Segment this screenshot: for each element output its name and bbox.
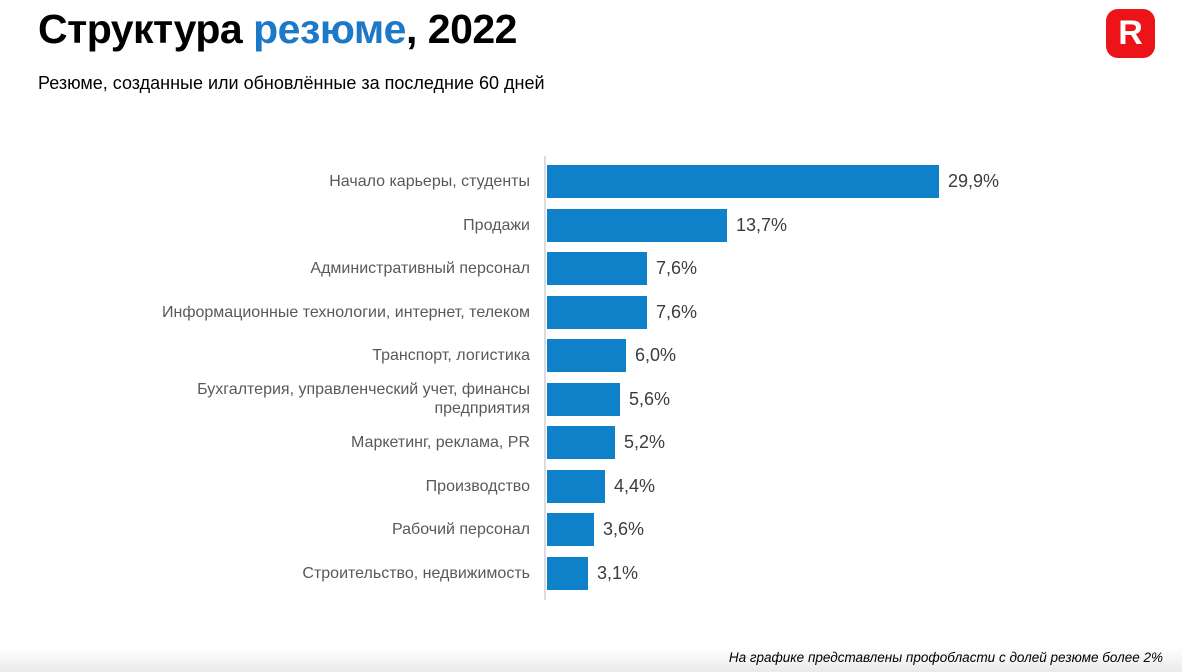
category-label: Маркетинг, реклама, PR	[351, 434, 530, 452]
bar	[547, 208, 727, 242]
bar-area: 3,1%	[544, 556, 1060, 590]
bar-area: 6,0%	[544, 339, 1060, 373]
page-title: Структура резюме, 2022	[38, 6, 517, 53]
title-part-1: Структура	[38, 6, 243, 52]
value-label: 6,0%	[635, 345, 677, 366]
chart-rows: Начало карьеры, студенты 29,9% Продажи 1…	[100, 160, 1060, 595]
value-label: 5,6%	[629, 388, 671, 409]
category-label: Бухгалтерия, управленческий учет, финанс…	[197, 381, 530, 418]
value-label: 7,6%	[656, 301, 698, 322]
category-label: Производство	[425, 477, 530, 495]
category-label: Продажи	[463, 216, 530, 234]
bar	[547, 556, 588, 590]
category-label: Строительство, недвижимость	[302, 564, 530, 582]
category-label: Информационные технологии, интернет, тел…	[162, 303, 530, 321]
chart-row: Строительство, недвижимость 3,1%	[100, 552, 1060, 596]
chart-row: Начало карьеры, студенты 29,9%	[100, 160, 1060, 204]
bar-area: 5,2%	[544, 426, 1060, 460]
chart-subtitle: Резюме, созданные или обновлённые за пос…	[38, 73, 545, 93]
chart-row: Продажи 13,7%	[100, 204, 1060, 248]
bar	[547, 165, 939, 199]
category-label: Административный персонал	[310, 260, 530, 278]
bar	[547, 252, 647, 286]
chart-row: Бухгалтерия, управленческий учет, финанс…	[100, 378, 1060, 422]
title-part-2: , 2022	[405, 6, 518, 52]
logo-letter-r: R	[1118, 13, 1143, 52]
chart-row: Транспорт, логистика 6,0%	[100, 334, 1060, 378]
category-label: Начало карьеры, студенты	[329, 173, 530, 191]
bar-area: 7,6%	[544, 252, 1060, 286]
chart-row: Рабочий персонал 3,6%	[100, 508, 1060, 552]
axis-line	[544, 156, 546, 600]
value-label: 5,2%	[624, 432, 666, 453]
rabota-logo: R	[1106, 9, 1155, 58]
chart-footnote: На графике представлены профобласти с до…	[728, 650, 1163, 665]
value-label: 4,4%	[614, 475, 656, 496]
bar	[547, 339, 626, 373]
bar	[547, 469, 605, 503]
chart-row: Производство 4,4%	[100, 465, 1060, 509]
value-label: 3,1%	[597, 562, 639, 583]
value-label: 3,6%	[603, 519, 645, 540]
bar-area: 4,4%	[544, 469, 1060, 503]
bar	[547, 426, 615, 460]
bar	[547, 513, 594, 547]
value-label: 13,7%	[736, 214, 788, 235]
value-label: 29,9%	[948, 171, 1000, 192]
chart-row: Административный персонал 7,6%	[100, 247, 1060, 291]
chart-row: Информационные технологии, интернет, тел…	[100, 291, 1060, 335]
bar-area: 5,6%	[544, 382, 1060, 416]
category-label: Транспорт, логистика	[372, 347, 530, 365]
bar-area: 13,7%	[544, 208, 1060, 242]
bar-area: 29,9%	[544, 165, 1060, 199]
title-accent-word: резюме	[253, 6, 406, 52]
bar	[547, 295, 647, 329]
bar-area: 7,6%	[544, 295, 1060, 329]
bar-chart: Начало карьеры, студенты 29,9% Продажи 1…	[100, 156, 1060, 600]
chart-row: Маркетинг, реклама, PR 5,2%	[100, 421, 1060, 465]
bar-area: 3,6%	[544, 513, 1060, 547]
bar	[547, 382, 620, 416]
value-label: 7,6%	[656, 258, 698, 279]
category-label: Рабочий персонал	[391, 521, 530, 539]
